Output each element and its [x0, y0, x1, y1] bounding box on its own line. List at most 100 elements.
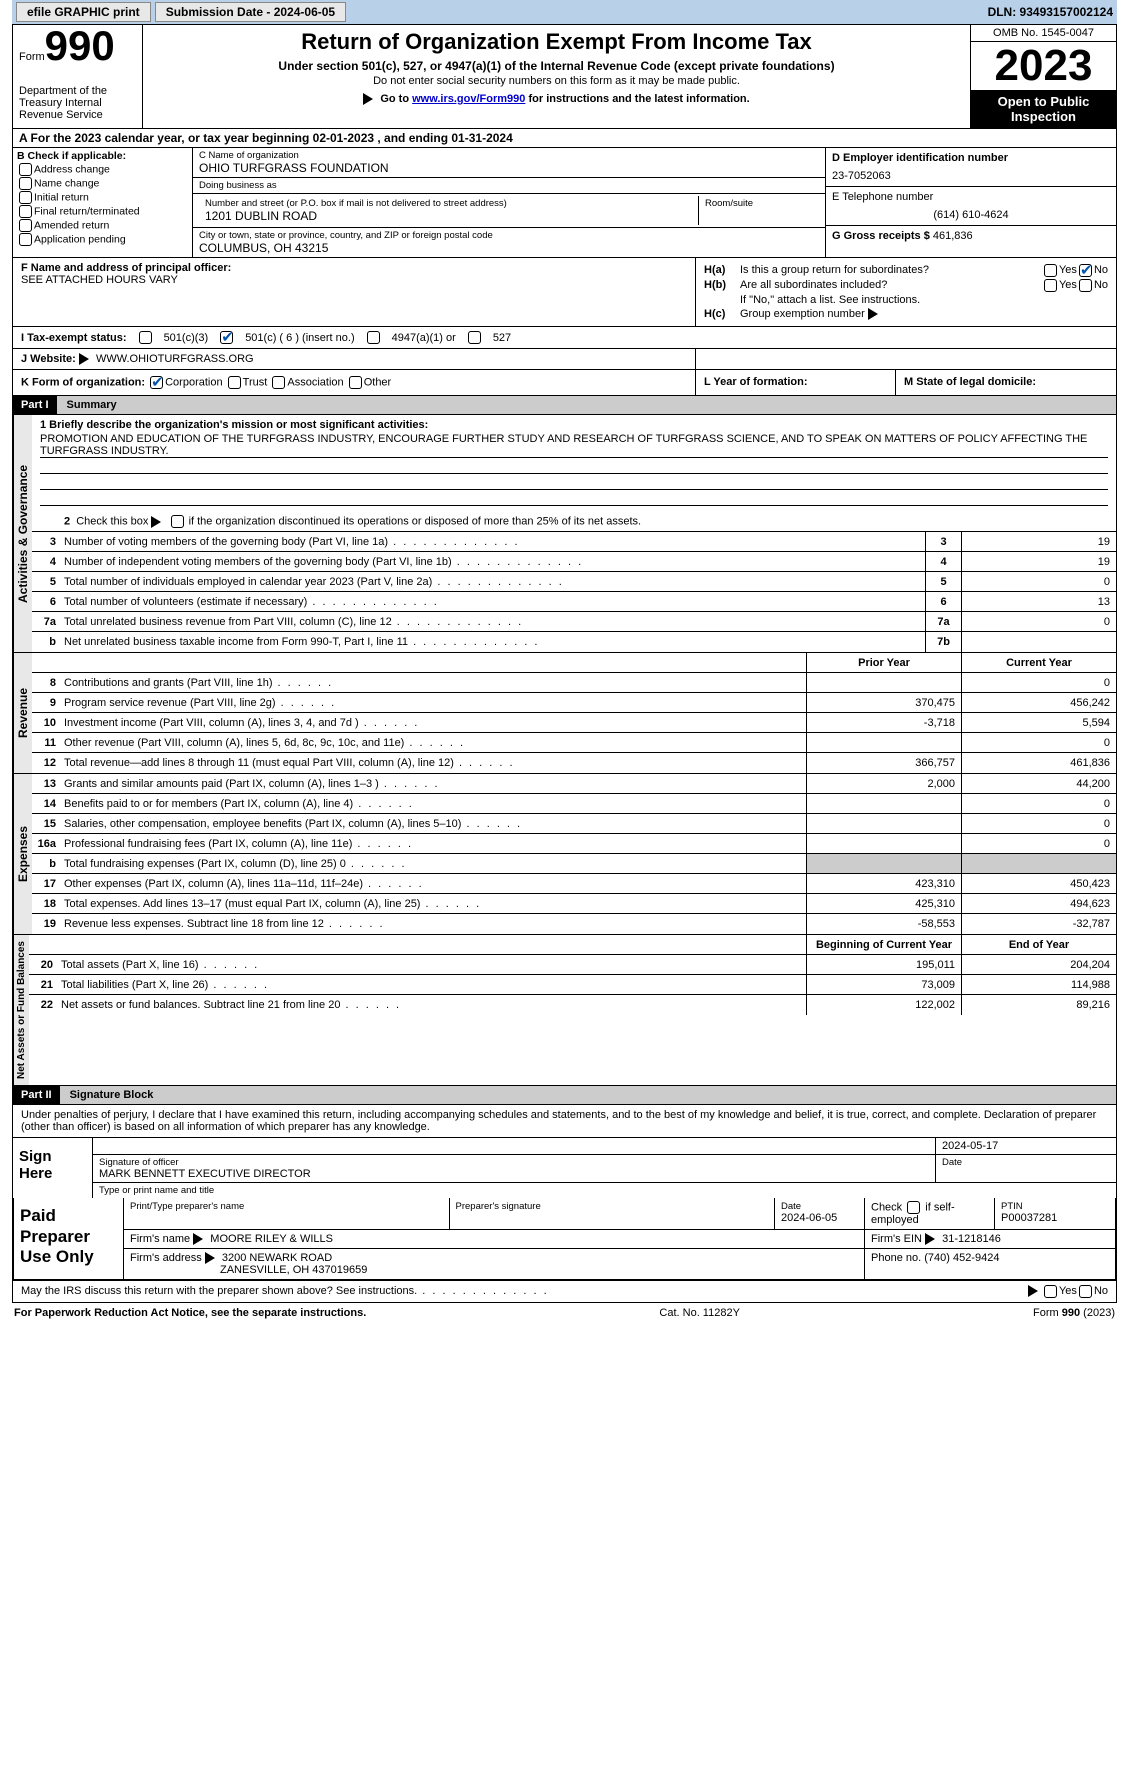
p-sig-lbl: Preparer's signature — [450, 1198, 776, 1229]
ein-val: 23-7052063 — [832, 170, 1110, 182]
line-num: 3 — [32, 534, 60, 550]
declaration: Under penalties of perjury, I declare th… — [13, 1105, 1116, 1137]
line-k: K Form of organization: Corporation Trus… — [12, 370, 1117, 396]
cb-trust[interactable] — [228, 376, 241, 389]
line-num: 22 — [29, 997, 57, 1013]
cb-name-change[interactable]: Name change — [17, 177, 188, 190]
p-date-lbl: Date — [781, 1201, 858, 1212]
f-lbl: F Name and address of principal officer: — [21, 262, 687, 274]
cb-4947[interactable] — [367, 331, 380, 344]
line-desc: Total number of individuals employed in … — [60, 574, 925, 590]
cb-other[interactable] — [349, 376, 362, 389]
hb-yes-checkbox[interactable] — [1044, 279, 1057, 292]
sign-date: 2024-05-17 — [936, 1138, 1116, 1154]
amt-prior: 2,000 — [806, 774, 961, 793]
k-form-org: K Form of organization: Corporation Trus… — [13, 370, 696, 395]
date-lbl: Date — [936, 1155, 1116, 1182]
rev-header-row: Prior Year Current Year — [32, 653, 1116, 673]
omb-number: OMB No. 1545-0047 — [971, 25, 1116, 42]
line-num: 20 — [29, 957, 57, 973]
exp-body: 13 Grants and similar amounts paid (Part… — [32, 774, 1116, 934]
cb-corp[interactable] — [150, 376, 163, 389]
ag-body: 1 Briefly describe the organization's mi… — [32, 415, 1116, 652]
amt-curr: 0 — [961, 673, 1116, 692]
ag-row: 5 Total number of individuals employed i… — [32, 572, 1116, 592]
line-desc: Program service revenue (Part VIII, line… — [60, 695, 806, 711]
l-lbl: L Year of formation: — [704, 376, 808, 388]
amt-prior: -3,718 — [806, 713, 961, 732]
cb-527[interactable] — [468, 331, 481, 344]
part1-hdr: Part I — [13, 396, 57, 414]
line-desc: Revenue less expenses. Subtract line 18 … — [60, 916, 806, 932]
irs-link[interactable]: www.irs.gov/Form990 — [412, 93, 525, 105]
sig-officer-row: Signature of officer MARK BENNETT EXECUT… — [93, 1155, 1116, 1183]
j-website: J Website: WWW.OHIOTURFGRASS.ORG — [13, 349, 696, 369]
line-num: 12 — [32, 755, 60, 771]
amt-prior: 370,475 — [806, 693, 961, 712]
tel-lbl: E Telephone number — [832, 191, 1110, 203]
h-b-row: H(b) Are all subordinates included? Yes … — [704, 279, 1108, 292]
amt-curr: 5,594 — [961, 713, 1116, 732]
city-field: City or town, state or province, country… — [193, 228, 825, 257]
line-desc: Investment income (Part VIII, column (A)… — [60, 715, 806, 731]
may-lbl: May the IRS discuss this return with the… — [21, 1285, 417, 1297]
may-no-checkbox[interactable] — [1079, 1285, 1092, 1298]
net-body: Beginning of Current Year End of Year 20… — [29, 935, 1116, 1085]
line-desc: Other expenses (Part IX, column (A), lin… — [60, 876, 806, 892]
org-name-lbl: C Name of organization — [199, 150, 819, 161]
cb-self-employed[interactable] — [907, 1201, 920, 1214]
phone-val: (740) 452-9424 — [924, 1252, 999, 1264]
row-a-tax-year: A For the 2023 calendar year, or tax yea… — [12, 129, 1117, 148]
amt-curr: 0 — [961, 814, 1116, 833]
may-yes-checkbox[interactable] — [1044, 1285, 1057, 1298]
amt-prior — [806, 673, 961, 692]
cb-address-change[interactable]: Address change — [17, 163, 188, 176]
topbar: efile GRAPHIC print Submission Date - 20… — [12, 0, 1117, 24]
amt-prior — [806, 854, 961, 873]
line-num: 21 — [29, 977, 57, 993]
cb-assoc[interactable] — [272, 376, 285, 389]
amt-prior: 423,310 — [806, 874, 961, 893]
cb-app-pending[interactable]: Application pending — [17, 233, 188, 246]
form-subtitle-3: Go to www.irs.gov/Form990 for instructio… — [151, 93, 962, 105]
goto-post: for instructions and the latest informat… — [528, 93, 749, 105]
tab-activities: Activities & Governance — [13, 415, 32, 652]
arrow-icon — [205, 1252, 215, 1264]
col-d: D Employer identification number 23-7052… — [826, 148, 1116, 257]
pra-notice: For Paperwork Reduction Act Notice, see … — [14, 1307, 366, 1319]
k-trust: Trust — [243, 377, 268, 389]
part2-body: Under penalties of perjury, I declare th… — [12, 1105, 1117, 1281]
no-lbl: No — [1094, 279, 1108, 292]
amt-curr: 204,204 — [961, 955, 1116, 974]
line-num: 11 — [32, 735, 60, 751]
street-val: 1201 DUBLIN ROAD — [205, 209, 692, 223]
amt-curr: 450,423 — [961, 874, 1116, 893]
line-desc: Total liabilities (Part X, line 26) — [57, 977, 806, 993]
b-label: B Check if applicable: — [17, 150, 188, 162]
cb-initial-return[interactable]: Initial return — [17, 191, 188, 204]
line-num: 15 — [32, 816, 60, 832]
line-box: 5 — [925, 572, 961, 591]
tab-expenses: Expenses — [13, 774, 32, 934]
cb-final-return[interactable]: Final return/terminated — [17, 205, 188, 218]
k-lbl: K Form of organization: — [21, 377, 145, 389]
table-row: 20 Total assets (Part X, line 16) 195,01… — [29, 955, 1116, 975]
cb-501c3[interactable] — [139, 331, 152, 344]
ha-yes-checkbox[interactable] — [1044, 264, 1057, 277]
cb-501c[interactable] — [220, 331, 233, 344]
q1-text: PROMOTION AND EDUCATION OF THE TURFGRASS… — [40, 433, 1108, 458]
cb-discontinued[interactable] — [171, 515, 184, 528]
ptin-lbl: PTIN — [1001, 1201, 1109, 1212]
table-row: 12 Total revenue—add lines 8 through 11 … — [32, 753, 1116, 773]
table-row: 19 Revenue less expenses. Subtract line … — [32, 914, 1116, 934]
table-row: 9 Program service revenue (Part VIII, li… — [32, 693, 1116, 713]
table-row: 14 Benefits paid to or for members (Part… — [32, 794, 1116, 814]
ha-no-checkbox[interactable] — [1079, 264, 1092, 277]
city-val: COLUMBUS, OH 43215 — [199, 241, 819, 255]
open-inspection: Open to Public Inspection — [971, 90, 1116, 128]
efile-print-button[interactable]: efile GRAPHIC print — [16, 2, 151, 22]
hb-no-checkbox[interactable] — [1079, 279, 1092, 292]
cb-amended[interactable]: Amended return — [17, 219, 188, 232]
amt-prior: 195,011 — [806, 955, 961, 974]
header-left: Form990 Department of the Treasury Inter… — [13, 25, 143, 128]
